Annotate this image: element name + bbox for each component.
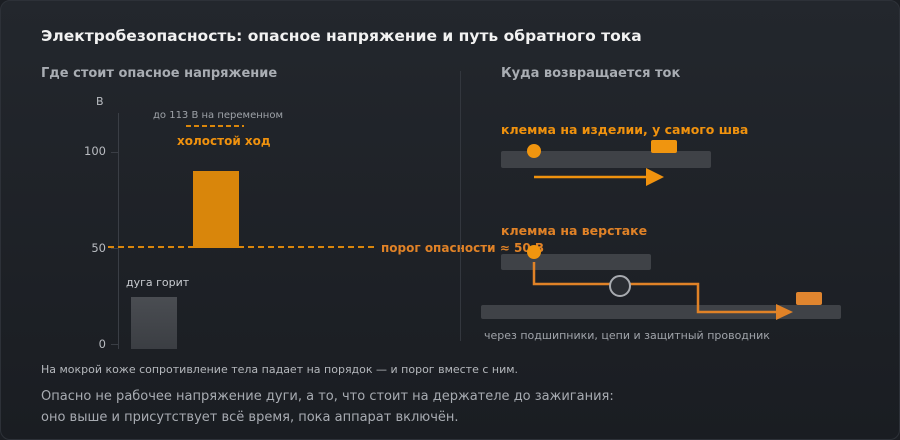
electrode-dot-bad (527, 245, 541, 259)
ocv-peak-note: до 113 В на переменном (153, 110, 283, 121)
tick-mark-50 (111, 248, 118, 249)
tick-mark-0 (111, 344, 118, 345)
summary-line-1: Опасно не рабочее напряжение дуги, а то,… (41, 389, 614, 404)
axis-unit-label: В (96, 95, 104, 108)
summary-text: Опасно не рабочее напряжение дуги, а то,… (41, 386, 641, 428)
bad-path-line (532, 262, 778, 314)
return-path-note: через подшипники, цепи и защитный провод… (484, 329, 770, 342)
clamp-icon-good (651, 140, 677, 153)
clamp-icon-bad (796, 292, 822, 305)
panel-divider (460, 71, 461, 341)
wet-skin-note: На мокрой коже сопротивление тела падает… (41, 363, 519, 376)
return-path-section-heading: Куда возвращается ток (501, 66, 681, 81)
good-path-arrowhead (646, 168, 664, 186)
threshold-label: порог опасности ≈ 50 В (381, 241, 545, 255)
summary-line-2: оно выше и присутствует всё время, пока … (41, 410, 459, 425)
tick-mark-100 (111, 152, 118, 153)
tick-label-100: 100 (84, 144, 106, 158)
bar-open-circuit-voltage (193, 171, 239, 248)
bad-path-arrowhead (776, 304, 793, 320)
workpiece-rail (501, 151, 711, 168)
good-clamp-label: клемма на изделии, у самого шва (501, 122, 749, 137)
workbench-rail (501, 254, 651, 270)
bad-clamp-label: клемма на верстаке (501, 223, 648, 238)
tick-label-50: 50 (91, 241, 106, 255)
machine-frame-rail (481, 305, 841, 319)
bearing-icon (609, 275, 631, 297)
diagram-title: Электробезопасность: опасное напряжение … (41, 27, 642, 45)
voltage-section-heading: Где стоит опасное напряжение (41, 66, 278, 81)
arc-label: дуга горит (126, 276, 190, 289)
bar-arc-voltage (131, 297, 177, 349)
y-axis (118, 113, 119, 349)
tick-label-0: 0 (98, 337, 106, 351)
ocv-label: холостой ход (177, 134, 271, 148)
electrode-dot-good (527, 144, 541, 158)
